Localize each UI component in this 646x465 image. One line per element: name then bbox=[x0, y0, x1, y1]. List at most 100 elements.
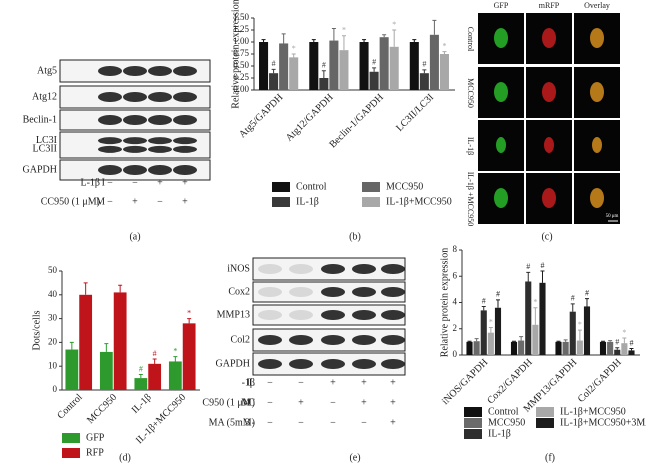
blot-band bbox=[321, 264, 345, 274]
significance-marker: * bbox=[342, 26, 346, 35]
protein-label: GAPDH bbox=[216, 358, 250, 369]
protein-label: Cox2 bbox=[228, 286, 250, 297]
bar bbox=[466, 341, 473, 355]
bar bbox=[279, 43, 289, 90]
blot-band bbox=[148, 165, 172, 175]
error-bar bbox=[311, 39, 316, 42]
y-tick-label: 8 bbox=[453, 244, 458, 254]
significance-marker: # bbox=[372, 58, 376, 67]
x-tick-label: Cox2/GAPDH bbox=[485, 357, 534, 406]
protein-label: LC3I bbox=[36, 135, 57, 146]
cell-signal bbox=[494, 188, 508, 208]
bar bbox=[487, 332, 494, 355]
error-bar bbox=[412, 39, 417, 42]
legend-label: IL-1β+MCC950 bbox=[560, 406, 626, 417]
blot-band bbox=[173, 145, 197, 153]
error-bar bbox=[488, 326, 493, 333]
panel-label: (a) bbox=[129, 231, 140, 242]
error-bar bbox=[474, 338, 479, 342]
significance-marker: * bbox=[173, 347, 177, 356]
blot-band bbox=[98, 66, 122, 76]
image-row-label: MCC950 bbox=[466, 78, 475, 108]
blot-band bbox=[321, 359, 345, 369]
y-tick-label: 0.50 bbox=[233, 60, 249, 70]
bar bbox=[99, 351, 113, 390]
condition-sign: + bbox=[390, 417, 396, 428]
protein-label: Atg12 bbox=[32, 91, 57, 102]
protein-label: iNOS bbox=[227, 263, 250, 274]
cell-signal bbox=[494, 28, 508, 48]
protein-label: LC3II bbox=[33, 144, 57, 155]
bar bbox=[309, 42, 319, 90]
blot-band bbox=[173, 92, 197, 102]
error-bar bbox=[526, 271, 531, 282]
x-tick-label: Beclin-1/GAPDH bbox=[327, 92, 385, 150]
significance-marker: # bbox=[615, 338, 619, 347]
blot-band bbox=[258, 310, 282, 320]
protein-label: Col2 bbox=[231, 334, 250, 345]
condition-sign: + bbox=[390, 377, 396, 388]
condition-sign: − bbox=[267, 377, 273, 388]
blot-band bbox=[173, 137, 197, 145]
condition-sign: + bbox=[132, 196, 138, 207]
y-tick-label: 6 bbox=[453, 270, 458, 280]
bar bbox=[329, 40, 339, 90]
condition-sign: + bbox=[182, 177, 188, 188]
blot-band bbox=[123, 165, 147, 175]
protein-label: Beclin-1 bbox=[23, 114, 57, 125]
error-bar bbox=[422, 69, 427, 74]
condition-sign: − bbox=[298, 417, 304, 428]
error-bar bbox=[362, 39, 367, 42]
condition-label: IL-1β bbox=[242, 377, 255, 388]
legend-label: MCC950 bbox=[488, 417, 525, 428]
error-bar bbox=[261, 39, 266, 42]
legend-label: IL-1β+MCC950+3MA bbox=[560, 417, 646, 428]
legend-label: Control bbox=[296, 181, 327, 192]
error-bar bbox=[533, 307, 538, 325]
y-tick-label: 50 bbox=[48, 265, 58, 275]
bar bbox=[369, 71, 379, 90]
condition-label: 3-MA (5mM) bbox=[209, 417, 255, 428]
error-bar bbox=[432, 19, 437, 35]
error-bar bbox=[291, 53, 296, 58]
significance-marker: # bbox=[322, 61, 326, 70]
y-tick-label: 4 bbox=[453, 297, 458, 307]
condition-sign: + bbox=[361, 397, 367, 408]
scale-bar-label: 50 μm bbox=[606, 214, 619, 219]
blot-band bbox=[289, 310, 313, 320]
panel-label: (f) bbox=[545, 452, 555, 463]
blot-band bbox=[148, 137, 172, 145]
blot-band bbox=[352, 287, 376, 297]
error-bar bbox=[331, 28, 336, 41]
panel-label: (d) bbox=[119, 452, 131, 463]
y-tick-label: 0.75 bbox=[233, 48, 249, 58]
legend-swatch bbox=[362, 182, 380, 192]
x-tick-label: Control bbox=[55, 392, 85, 422]
blot-band bbox=[98, 165, 122, 175]
condition-sign: + bbox=[182, 196, 188, 207]
bar bbox=[134, 378, 148, 390]
bar bbox=[510, 341, 518, 355]
legend-label: RFP bbox=[86, 447, 104, 458]
bar bbox=[79, 294, 93, 390]
y-tick-label: 40 bbox=[48, 289, 58, 299]
bar bbox=[429, 34, 439, 90]
condition-sign: − bbox=[107, 196, 113, 207]
error-bar bbox=[118, 284, 123, 293]
x-tick-label: MCC950 bbox=[85, 392, 119, 426]
bar bbox=[289, 57, 299, 90]
error-bar bbox=[512, 340, 517, 342]
error-bar bbox=[563, 339, 568, 342]
legend-swatch bbox=[62, 448, 80, 458]
blot-band bbox=[381, 310, 405, 320]
blot-band bbox=[381, 287, 405, 297]
significance-marker: # bbox=[526, 262, 530, 271]
blot-frame bbox=[59, 131, 211, 159]
significance-marker: * bbox=[187, 308, 191, 317]
blot-band bbox=[289, 335, 313, 345]
image-column-label: Overlay bbox=[584, 1, 610, 10]
bar bbox=[419, 73, 429, 90]
legend-label: MCC950 bbox=[386, 181, 423, 192]
y-tick-label: 0 bbox=[453, 349, 458, 359]
condition-sign: − bbox=[132, 177, 138, 188]
